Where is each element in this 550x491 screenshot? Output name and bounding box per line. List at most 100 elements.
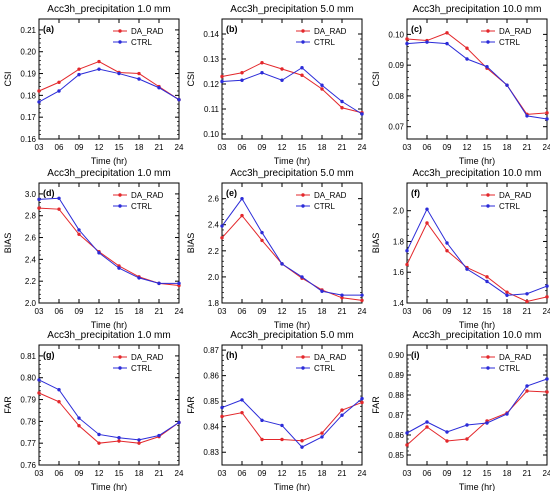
y-tick-label: 0.13 bbox=[203, 55, 219, 64]
chart-title: Acc3h_precipitation 5.0 mm bbox=[230, 4, 353, 15]
x-tick-label: 15 bbox=[115, 469, 124, 478]
chart-panel-a: 0.16 0.17 0.18 0.19 0.20 0.21 03 06 09 12 15 18 21 24… bbox=[3, 4, 184, 166]
data-point bbox=[445, 41, 449, 46]
x-tick-label: 24 bbox=[543, 143, 550, 152]
data-point bbox=[300, 439, 304, 443]
x-tick-label: 21 bbox=[338, 307, 347, 316]
data-point bbox=[97, 67, 101, 71]
x-tick-label: 12 bbox=[463, 143, 472, 152]
data-point bbox=[57, 207, 61, 211]
data-point bbox=[37, 378, 41, 382]
data-point bbox=[485, 275, 489, 279]
y-tick-label: 0.86 bbox=[388, 431, 404, 440]
y-tick-label: 0.12 bbox=[203, 80, 219, 89]
y-tick-label: 0.10 bbox=[203, 130, 219, 139]
data-point bbox=[425, 420, 429, 424]
y-axis-label: BIAS bbox=[371, 233, 381, 254]
data-point bbox=[340, 106, 344, 110]
data-point bbox=[280, 78, 284, 82]
y-tick-label: 0.81 bbox=[20, 352, 36, 361]
legend-label: DA_RAD bbox=[314, 353, 347, 362]
legend-marker bbox=[486, 40, 490, 44]
series-line-ctrl bbox=[221, 197, 362, 296]
x-tick-label: 09 bbox=[258, 143, 267, 152]
y-axis-label: CSI bbox=[3, 71, 13, 86]
chart-title: Acc3h_precipitation 1.0 mm bbox=[47, 330, 170, 341]
data-point bbox=[97, 441, 101, 445]
data-point bbox=[177, 281, 181, 286]
data-point bbox=[137, 438, 141, 442]
y-tick-label: 2.8 bbox=[25, 212, 37, 221]
legend-label: CTRL bbox=[499, 364, 520, 373]
data-point bbox=[505, 412, 509, 416]
y-tick-label: 2.2 bbox=[25, 277, 37, 286]
data-point bbox=[360, 112, 364, 116]
legend-marker bbox=[118, 193, 122, 197]
x-tick-label: 03 bbox=[218, 307, 227, 316]
data-point bbox=[545, 117, 549, 121]
data-point bbox=[37, 100, 41, 104]
legend-marker bbox=[486, 193, 490, 197]
x-tick-label: 12 bbox=[95, 143, 104, 152]
data-point bbox=[320, 289, 324, 293]
x-tick-label: 03 bbox=[35, 143, 44, 152]
y-tick-label: 0.16 bbox=[20, 135, 36, 144]
x-axis-label: Time (hr) bbox=[274, 156, 310, 166]
y-tick-label: 0.19 bbox=[20, 70, 36, 79]
x-tick-label: 09 bbox=[75, 469, 84, 478]
data-point bbox=[240, 213, 244, 218]
data-point bbox=[57, 196, 61, 200]
data-point bbox=[240, 196, 244, 201]
legend-marker bbox=[301, 366, 305, 370]
data-point bbox=[260, 437, 264, 442]
chart-panel-f: 1.4 1.6 1.8 2.0 03 06 09 12 15 18 21 24 DA_RAD CTRL (f… bbox=[371, 168, 550, 330]
y-tick-label: 1.8 bbox=[208, 299, 220, 308]
data-point bbox=[220, 79, 224, 84]
chart-panel-d: 2.0 2.2 2.4 2.6 2.8 3.0 03 06 09 12 15 18 21 24 DA_RAD… bbox=[3, 168, 184, 330]
x-tick-label: 21 bbox=[338, 143, 347, 152]
data-point bbox=[97, 59, 101, 64]
y-axis-label: BIAS bbox=[3, 233, 13, 254]
y-tick-label: 1.8 bbox=[393, 237, 405, 246]
x-tick-label: 06 bbox=[423, 307, 432, 316]
data-point bbox=[405, 41, 409, 46]
data-point bbox=[425, 40, 429, 44]
x-tick-label: 09 bbox=[75, 143, 84, 152]
legend-marker bbox=[118, 355, 122, 359]
x-tick-label: 24 bbox=[358, 307, 367, 316]
data-point bbox=[77, 67, 81, 71]
chart-title: Acc3h_precipitation 5.0 mm bbox=[230, 330, 353, 341]
x-axis-label: Time (hr) bbox=[459, 320, 495, 330]
legend-marker bbox=[486, 29, 490, 33]
y-tick-label: 2.2 bbox=[208, 247, 220, 256]
chart-title: Acc3h_precipitation 10.0 mm bbox=[413, 4, 542, 15]
panel-label: (b) bbox=[226, 24, 238, 34]
chart-panel-e: 1.8 2.0 2.2 2.4 2.6 03 06 09 12 15 18 21 24 DA_RAD CTR… bbox=[186, 168, 367, 330]
legend-label: DA_RAD bbox=[499, 27, 532, 36]
x-tick-label: 06 bbox=[423, 143, 432, 152]
y-tick-label: 0.88 bbox=[388, 391, 404, 400]
data-point bbox=[485, 279, 489, 284]
data-point bbox=[405, 37, 409, 41]
data-point bbox=[77, 416, 81, 420]
x-tick-label: 03 bbox=[403, 307, 412, 316]
data-point bbox=[220, 414, 224, 419]
data-point bbox=[300, 73, 304, 77]
data-point bbox=[340, 99, 344, 104]
data-point bbox=[465, 267, 469, 271]
chart-title: Acc3h_precipitation 10.0 mm bbox=[413, 168, 542, 179]
x-tick-label: 12 bbox=[278, 469, 287, 478]
y-tick-label: 0.86 bbox=[203, 372, 219, 381]
y-tick-label: 0.78 bbox=[20, 417, 36, 426]
data-point bbox=[340, 408, 344, 412]
data-point bbox=[485, 64, 489, 69]
data-point bbox=[405, 443, 409, 447]
data-point bbox=[340, 293, 344, 297]
data-point bbox=[240, 398, 244, 402]
legend-marker bbox=[486, 355, 490, 359]
legend-marker bbox=[301, 355, 305, 359]
data-point bbox=[320, 435, 324, 439]
data-point bbox=[360, 298, 364, 303]
legend-marker bbox=[301, 29, 305, 33]
plot-frame bbox=[38, 182, 180, 304]
